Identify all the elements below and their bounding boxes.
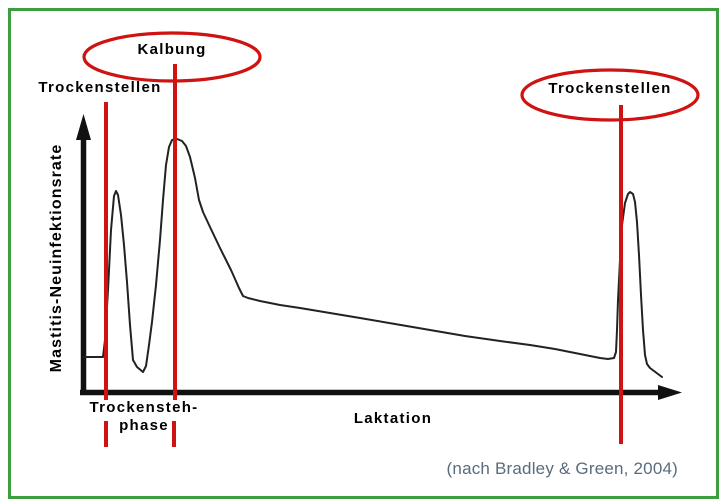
annotation-ellipse-1 bbox=[520, 68, 700, 122]
dry-off-left-label: Trockenstellen bbox=[38, 79, 162, 96]
annotation-ellipse-0 bbox=[82, 31, 262, 83]
annotation-ellipses bbox=[82, 31, 700, 122]
dry-period-label-line2: phase bbox=[119, 417, 169, 434]
citation-text: (nach Bradley & Green, 2004) bbox=[446, 459, 678, 478]
dry-period-label-line1: Trockensteh- bbox=[89, 399, 199, 416]
event-marker-lines bbox=[104, 64, 623, 447]
outer-frame bbox=[8, 8, 719, 499]
infection-curve-group bbox=[83, 138, 663, 378]
y-axis-arrow-icon bbox=[76, 114, 91, 140]
dry-period-label: Trockensteh- phase bbox=[80, 399, 208, 435]
y-axis-label: Mastitis-Neuinfektionsrate bbox=[48, 143, 65, 373]
x-axis-arrow-icon bbox=[658, 385, 682, 400]
dry-off-right-label: Trockenstellen bbox=[548, 80, 672, 97]
x-axis-label: Laktation bbox=[353, 410, 433, 427]
calving-label: Kalbung bbox=[137, 41, 207, 58]
infection-curve bbox=[83, 138, 663, 378]
